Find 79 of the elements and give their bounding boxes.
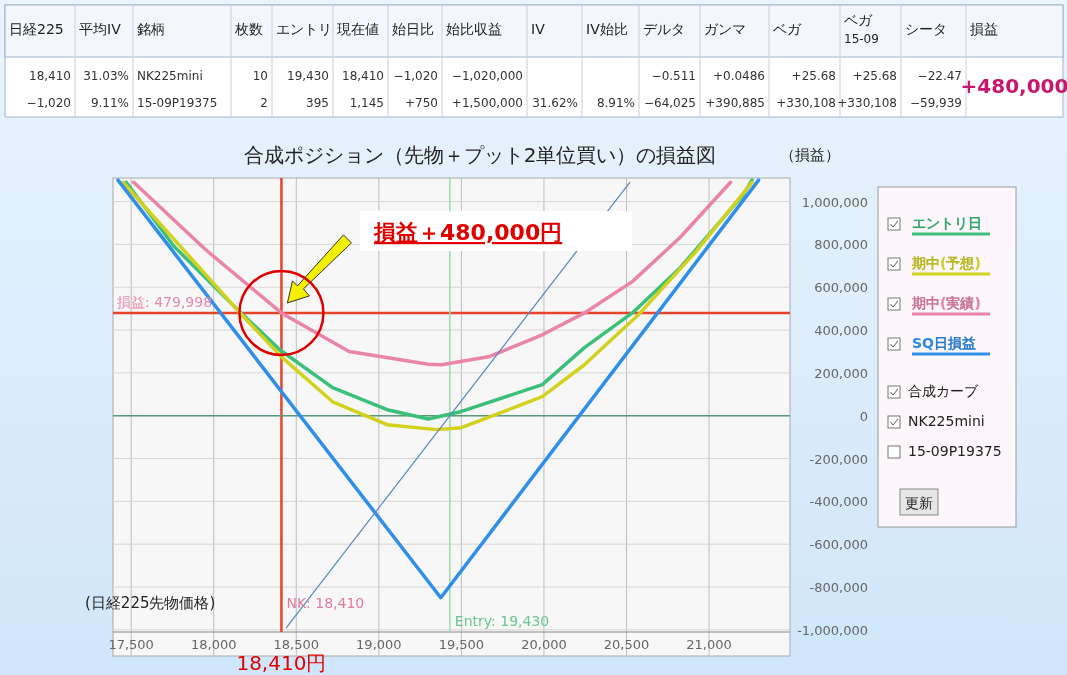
category-label: ベガ <box>773 21 802 37</box>
text: 31.62% <box>532 96 578 110</box>
annotation: 損益＋480,000円 <box>373 220 563 245</box>
category-label: 現在値 <box>337 21 379 37</box>
y-tick-label: 800,000 <box>814 237 868 253</box>
y-tick-label: -400,000 <box>809 494 868 510</box>
text: −1,020 <box>393 69 438 83</box>
category-label: 銘柄 <box>137 21 165 37</box>
x-tick-label: 20,500 <box>603 637 650 652</box>
text: 15-09P19375 <box>908 443 1002 459</box>
x-tick-label: 21,000 <box>686 637 732 652</box>
category-label: IV <box>531 21 546 37</box>
chart-title: 合成ポジション（先物＋プット2単位買い）の損益図 <box>243 143 717 167</box>
text: 9.11% <box>90 96 129 110</box>
x-tick-label: 20,000 <box>521 637 567 652</box>
category-label: 日経225 <box>9 21 64 37</box>
text: −0.511 <box>651 69 696 83</box>
text: 期中(実績) <box>911 295 981 311</box>
text: NK225mini <box>908 413 985 429</box>
text: +750 <box>405 96 438 110</box>
text: 更新 <box>905 495 933 511</box>
x-tick-label: 18,500 <box>273 637 320 652</box>
y-tick-label: 400,000 <box>814 323 868 339</box>
text: 15-09P19375 <box>137 96 218 110</box>
y-tick-label: 200,000 <box>814 365 868 381</box>
text: −64,025 <box>643 96 696 110</box>
text: −1,020,000 <box>451 69 523 83</box>
text: +390,885 <box>705 96 765 110</box>
text: +480,000 <box>960 74 1067 98</box>
text: +1,500,000 <box>451 96 523 110</box>
text: 1,145 <box>349 96 384 110</box>
text: +330,108 <box>837 96 897 110</box>
y-tick-label: -1,000,000 <box>797 622 868 638</box>
y-tick-label: 1,000,000 <box>801 194 868 210</box>
text: +25.68 <box>791 69 836 83</box>
category-label: シータ <box>905 21 947 37</box>
text: エントリ日 <box>912 215 982 231</box>
text: 8.91% <box>596 96 635 110</box>
x-tick-label: 18,000 <box>190 637 237 652</box>
text: 31.03% <box>83 69 129 83</box>
category-label: 始比収益 <box>446 21 502 37</box>
text: 合成カーブ <box>908 383 979 399</box>
category-label: デルタ <box>643 21 685 37</box>
text: 18,410 <box>342 69 384 83</box>
x-axis-title: (日経225先物価格) <box>85 594 216 612</box>
text: 2 <box>260 96 268 110</box>
text: +0.0486 <box>712 69 765 83</box>
category-label: IV始比 <box>586 21 628 37</box>
text: 18,410円 <box>236 651 327 675</box>
text: NK225mini <box>137 69 203 83</box>
text: 19,430 <box>287 69 329 83</box>
y-tick-label: -800,000 <box>809 580 868 596</box>
category-label: 平均IV <box>79 21 122 37</box>
ref-line-label: Entry: 19,430 <box>454 613 550 629</box>
x-tick-label: 17,500 <box>108 637 154 652</box>
category-label: ガンマ <box>704 21 746 37</box>
x-tick-label: 19,000 <box>356 637 402 652</box>
category-label: 始日比 <box>392 21 434 37</box>
y-tick-label: 0 <box>859 408 868 424</box>
text: −59,939 <box>909 96 962 110</box>
text: SQ日損益 <box>912 335 976 351</box>
y-tick-label: -200,000 <box>809 451 868 467</box>
text: −1,020 <box>26 96 71 110</box>
text: +330,108 <box>776 96 836 110</box>
ref-line-label: 損益: 479,998 <box>117 293 213 310</box>
category-label: エントリ <box>276 21 332 37</box>
x-tick-label: 19,500 <box>438 637 485 652</box>
text: +25.68 <box>852 69 897 83</box>
text: −22.47 <box>917 69 962 83</box>
y-tick-label: -600,000 <box>809 537 868 553</box>
line-series <box>131 180 733 367</box>
category-label: 枚数 <box>234 21 263 37</box>
text: 18,410 <box>29 69 71 83</box>
category-label: 損益 <box>970 21 998 37</box>
y-tick-label: 600,000 <box>814 280 868 296</box>
y-axis-title: （損益） <box>780 146 840 164</box>
text: 10 <box>252 69 268 83</box>
text: 395 <box>306 96 329 110</box>
text: 期中(予想) <box>911 255 981 271</box>
